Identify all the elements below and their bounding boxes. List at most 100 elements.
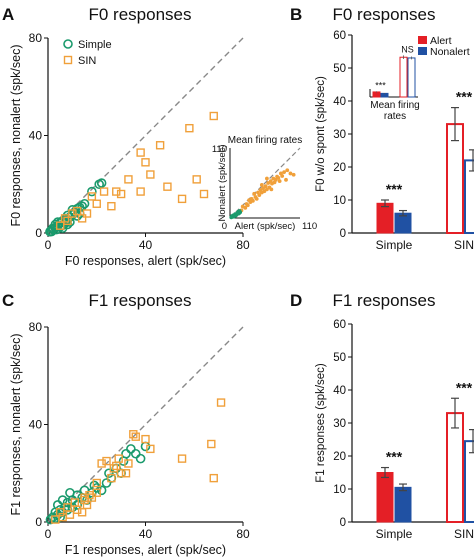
legend-nonalert-swatch — [418, 47, 427, 55]
panel-c-point-sin — [92, 478, 101, 488]
panel-a-unity-line — [47, 37, 244, 234]
panel-letter-d: D — [290, 291, 302, 310]
inset-bar-nonalert — [407, 57, 416, 98]
panel-d: D F1 responses 0 10 20 30 40 50 60 F1 responses… — [290, 291, 474, 541]
panel-a-point-sin — [155, 141, 165, 150]
panel-a-point-sin — [99, 187, 109, 196]
inset-significance: NS — [401, 44, 414, 54]
inset-point-sin — [276, 176, 281, 180]
panel-c-point-sin — [177, 454, 187, 463]
inset-y-tick-label: 110 — [212, 144, 227, 155]
panel-b-y-tick-label: 0 — [340, 228, 346, 240]
panel-c-point-simple — [126, 444, 136, 454]
panel-a-point-sin — [192, 175, 201, 184]
panel-a-point-sin — [112, 187, 121, 196]
legend-simple-label: Simple — [78, 39, 112, 51]
panel-c-y-tick-label: 40 — [29, 418, 43, 432]
panel-a-point-sin — [146, 170, 155, 179]
inset-point-sin — [285, 168, 290, 173]
panel-letter-a: A — [2, 5, 14, 24]
panel-c-point-simple — [72, 500, 83, 510]
panel-c-point-sin — [121, 469, 131, 478]
panel-c-point-simple — [91, 483, 102, 493]
panel-b-y-tick-label: 40 — [333, 96, 346, 108]
panel-c-point-simple — [65, 487, 75, 498]
panel-d-y-tick-label: 30 — [333, 418, 346, 430]
panel-c-y-axis-label: F1 responses, nonalert (spk/sec) — [9, 333, 23, 515]
panel-a-point-sin — [163, 182, 172, 191]
inset-point-simple — [237, 209, 242, 213]
inset-point-sin — [252, 191, 257, 196]
inset-title-line1: Mean firing — [370, 100, 419, 111]
panel-c-x-axis-label: F1 responses, alert (spk/sec) — [65, 543, 226, 557]
panel-a-y-axis-label: F0 responses, nonalert (spk/sec) — [9, 44, 23, 226]
panel-a-point-sin — [77, 214, 87, 223]
panel-b-y-axis-label: F0 w/o spont (spk/sec) — [315, 76, 327, 192]
panel-a-point-sin — [136, 148, 145, 157]
panel-b-significance-simple: *** — [386, 181, 403, 197]
panel-d-significance-simple: *** — [386, 449, 403, 465]
panel-c-y-tick-label: 0 — [35, 515, 42, 529]
inset-point-sin — [263, 184, 268, 189]
panel-d-bar-nonalert-simple — [394, 486, 412, 523]
panel-c-point-sin — [129, 430, 138, 439]
panel-d-y-tick-label: 60 — [333, 319, 346, 331]
panel-c-title: F1 responses — [89, 291, 192, 310]
panel-c: C F1 responses 0 40 80 0 40 80 F1 responses, a… — [2, 291, 250, 557]
panel-c-point-sin — [207, 439, 216, 449]
panel-d-y-tick-label: 40 — [333, 385, 346, 397]
panel-c-unity-line — [47, 326, 244, 523]
panel-a-point-sin — [82, 209, 92, 218]
inset-point-sin — [280, 174, 285, 178]
inset-point-sin — [269, 187, 274, 192]
panel-c-y-tick-label: 80 — [29, 320, 43, 334]
inset-point-sin — [284, 177, 288, 182]
panel-a-point-sin — [209, 111, 218, 121]
inset-title-line2: rates — [384, 111, 406, 122]
panel-c-point-sin — [116, 469, 126, 478]
panel-c-point-simple — [57, 495, 68, 505]
panel-c-point-sin — [124, 459, 133, 468]
legend-sin-label: SIN — [78, 55, 96, 67]
panel-a-point-simple — [79, 198, 90, 209]
panel-d-y-tick-label: 10 — [333, 484, 346, 496]
panel-d-bar-alert-simple — [376, 472, 394, 523]
inset-point-sin — [245, 203, 250, 208]
panel-d-y-tick-label: 50 — [333, 352, 346, 364]
panel-d-category-label: SIN — [454, 527, 474, 541]
legend-alert-swatch — [418, 36, 427, 44]
panel-b-y-tick-label: 60 — [333, 30, 346, 42]
panel-d-bar-alert-sin — [446, 412, 464, 524]
panel-c-point-sin — [97, 459, 106, 468]
legend-nonalert-label: Nonalert — [430, 46, 470, 58]
inset-bar-nonalert — [380, 92, 389, 98]
panel-c-point-simple — [101, 478, 112, 488]
panel-b-category-label: Simple — [376, 238, 413, 252]
panel-a: A F0 responses 0 40 80 0 40 80 F0 responses, a… — [2, 5, 317, 268]
panel-letter-c: C — [2, 291, 14, 310]
panel-a-x-tick-label: 80 — [236, 238, 250, 252]
panel-c-point-sin — [102, 456, 111, 466]
panel-c-point-sin — [209, 473, 218, 483]
panel-b-bar-alert-simple — [376, 202, 394, 234]
panel-a-point-simple — [72, 211, 83, 221]
panel-c-point-sin — [65, 510, 75, 519]
panel-a-point-simple — [87, 186, 97, 197]
panel-c-point-simple — [121, 448, 131, 459]
inset-bar-alert — [372, 91, 381, 98]
panel-c-point-sin — [80, 493, 89, 502]
inset-point-sin — [265, 176, 269, 181]
panel-b-significance-sin: *** — [456, 89, 473, 105]
panel-a-y-tick-label: 0 — [35, 226, 42, 240]
panel-b: B F0 responses 0 10 20 30 40 50 60 F0 w/o spont… — [290, 5, 474, 252]
panel-b-category-label: SIN — [454, 238, 474, 252]
panel-a-point-sin — [199, 189, 209, 199]
panel-a-point-sin — [107, 201, 116, 211]
panel-d-category-label: Simple — [376, 527, 413, 541]
panel-c-x-tick-label: 80 — [236, 527, 250, 541]
panel-a-point-simple — [96, 178, 107, 188]
inset-bar-alert — [399, 56, 408, 98]
panel-c-point-simple — [135, 453, 146, 464]
inset-point-sin — [251, 198, 255, 203]
